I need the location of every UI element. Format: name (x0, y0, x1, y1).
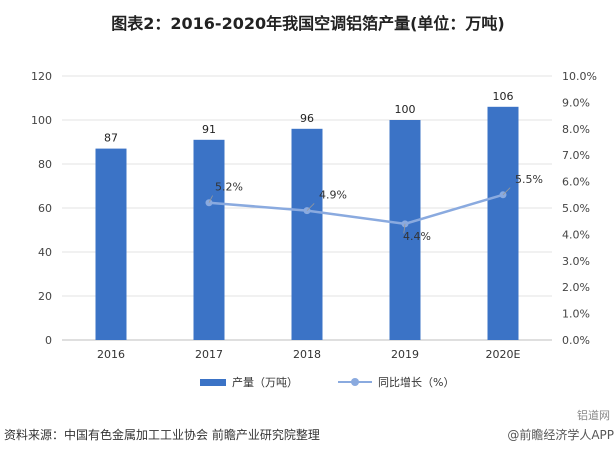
bar-value-label: 100 (395, 103, 416, 116)
y-left-tick-label: 20 (38, 290, 52, 303)
legend-line-swatch (338, 377, 372, 387)
watermark-label: 铝道网 (577, 409, 610, 422)
legend-bar-label: 产量（万吨） (232, 376, 298, 389)
brand-credit: @前瞻经济学人APP (507, 428, 614, 442)
y-left-tick-label: 40 (38, 246, 52, 259)
bar (487, 106, 519, 340)
source-note: 资料来源：中国有色金属加工工业协会 前瞻产业研究院整理 (4, 428, 320, 442)
bar (291, 128, 323, 340)
y-right-tick-label: 4.0% (562, 228, 590, 241)
x-tick-label: 2017 (195, 348, 223, 361)
growth-value-label: 4.9% (319, 189, 347, 202)
y-right-tick-label: 3.0% (562, 255, 590, 268)
growth-label-leader (502, 187, 511, 196)
y-right-tick-label: 5.0% (562, 202, 590, 215)
growth-label-leader (403, 223, 406, 234)
y-right-tick-label: 6.0% (562, 176, 590, 189)
y-right-tick-label: 7.0% (562, 149, 590, 162)
y-right-tick-label: 2.0% (562, 281, 590, 294)
chart-legend: 产量（万吨） 同比增长（%） (200, 374, 454, 390)
x-tick-label: 2018 (293, 348, 321, 361)
chart-title: 图表2：2016-2020年我国空调铝箔产量(单位：万吨) (111, 14, 505, 33)
y-right-tick-label: 9.0% (562, 96, 590, 109)
bar-value-label: 87 (104, 132, 118, 145)
y-right-tick-label: 1.0% (562, 308, 590, 321)
legend-line-label: 同比增长（%） (378, 376, 455, 389)
y-left-tick-label: 80 (38, 158, 52, 171)
growth-value-label: 5.2% (215, 181, 243, 194)
y-right-tick-label: 8.0% (562, 123, 590, 136)
growth-label-leader (306, 203, 315, 211)
legend-item-growth: 同比增长（%） (338, 374, 454, 390)
y-left-tick-label: 60 (38, 202, 52, 215)
legend-item-output: 产量（万吨） (200, 374, 298, 390)
y-left-tick-label: 0 (45, 334, 52, 347)
growth-line (208, 193, 504, 226)
y-right-tick-label: 10.0% (562, 70, 597, 83)
bar-value-label: 106 (493, 90, 514, 103)
x-tick-label: 2019 (391, 348, 419, 361)
growth-value-label: 5.5% (515, 173, 543, 186)
bar (193, 139, 225, 340)
bar-value-label: 91 (202, 123, 216, 136)
bar (95, 148, 127, 340)
x-tick-label: 2020E (486, 348, 521, 361)
growth-value-label: 4.4% (403, 230, 431, 243)
growth-label-leader (208, 195, 213, 203)
bar-value-label: 96 (300, 112, 314, 125)
x-tick-label: 2016 (97, 348, 125, 361)
y-left-tick-label: 100 (31, 114, 52, 127)
y-right-tick-label: 0.0% (562, 334, 590, 347)
bar (389, 120, 421, 340)
y-left-tick-label: 120 (31, 70, 52, 83)
legend-bar-swatch (200, 378, 226, 386)
